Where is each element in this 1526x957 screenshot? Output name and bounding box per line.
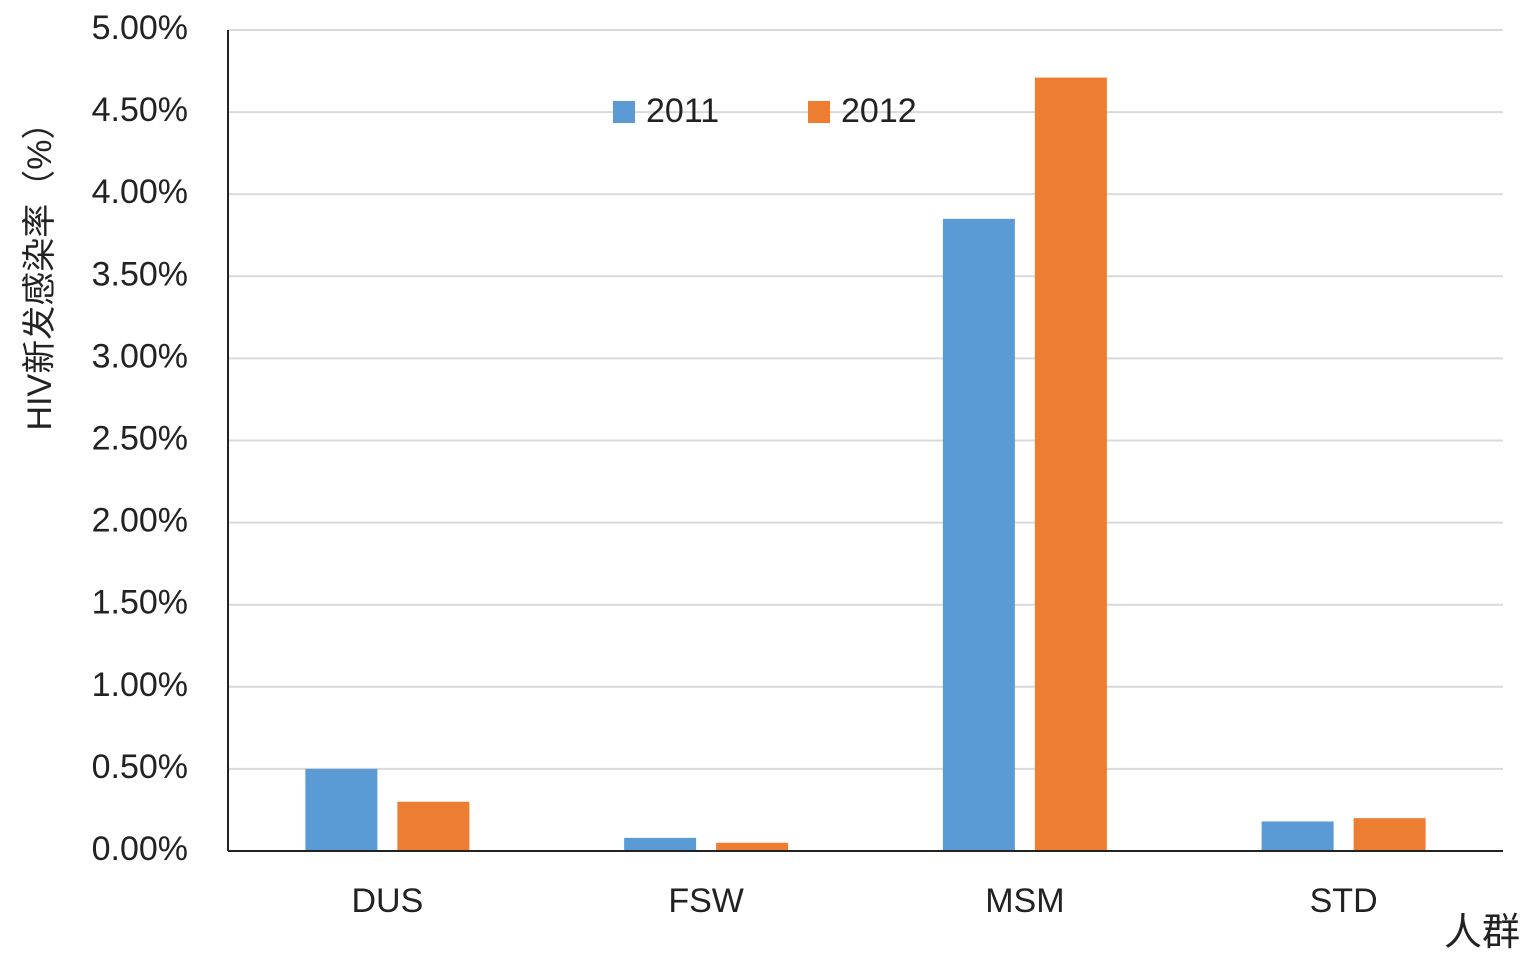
bar	[397, 801, 470, 851]
x-axis-label: 人群	[1444, 912, 1520, 954]
y-tick-label: 4.50%	[92, 91, 188, 129]
y-tick-label: 5.00%	[92, 9, 188, 47]
y-tick-label: 4.00%	[92, 173, 188, 211]
bar	[305, 768, 378, 851]
bar	[942, 218, 1015, 851]
bar	[624, 837, 697, 851]
x-tick-label: STD	[1310, 882, 1378, 920]
legend-label: 2012	[841, 92, 917, 130]
y-tick-label: 3.00%	[92, 337, 188, 375]
bar	[716, 842, 789, 851]
x-tick-label: DUS	[351, 882, 423, 920]
y-tick-label: 1.00%	[92, 666, 188, 704]
y-axis-label: HIV新发感染率（%）	[21, 106, 59, 431]
x-tick-label: FSW	[668, 882, 744, 920]
legend-label: 2011	[646, 92, 719, 130]
y-tick-label: 2.50%	[92, 419, 188, 457]
bar	[1034, 77, 1107, 852]
bar	[1261, 821, 1334, 851]
y-tick-label: 0.50%	[92, 748, 188, 786]
y-tick-label: 0.00%	[92, 830, 188, 868]
y-tick-label: 3.50%	[92, 255, 188, 293]
x-tick-label: MSM	[985, 882, 1064, 920]
legend-swatch	[808, 101, 830, 123]
y-tick-label: 2.00%	[92, 502, 188, 540]
y-tick-label: 1.50%	[92, 584, 188, 622]
bar	[1353, 818, 1426, 851]
legend-swatch	[613, 101, 635, 123]
